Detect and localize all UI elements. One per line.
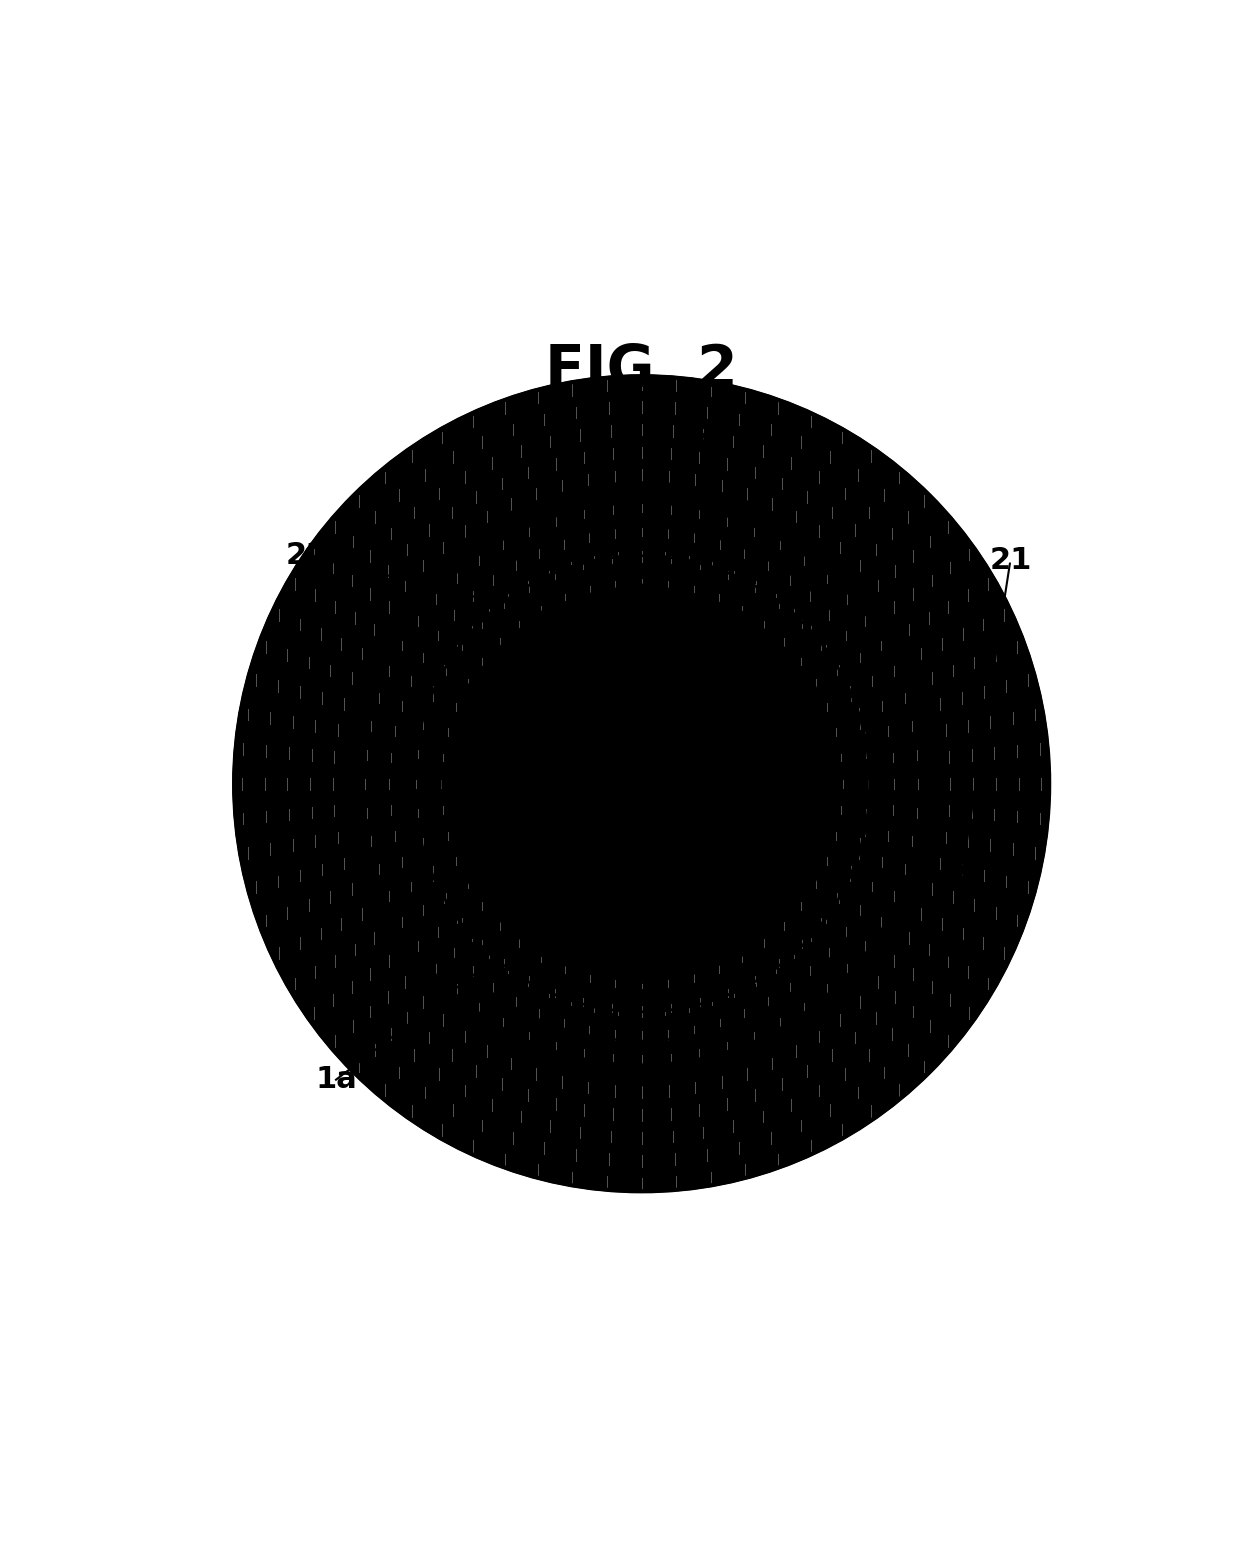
Text: 23: 23: [694, 421, 735, 449]
Circle shape: [491, 633, 793, 934]
Text: 1a: 1a: [316, 1065, 357, 1094]
Text: 22: 22: [285, 542, 328, 570]
Circle shape: [443, 585, 840, 982]
Text: FIG. 2: FIG. 2: [546, 343, 737, 399]
Circle shape: [443, 585, 840, 982]
Text: W: W: [610, 754, 674, 813]
Circle shape: [234, 376, 1049, 1192]
Circle shape: [361, 503, 923, 1065]
Circle shape: [443, 585, 840, 982]
Circle shape: [413, 556, 870, 1012]
Circle shape: [341, 483, 943, 1085]
Text: 21: 21: [989, 546, 1032, 576]
